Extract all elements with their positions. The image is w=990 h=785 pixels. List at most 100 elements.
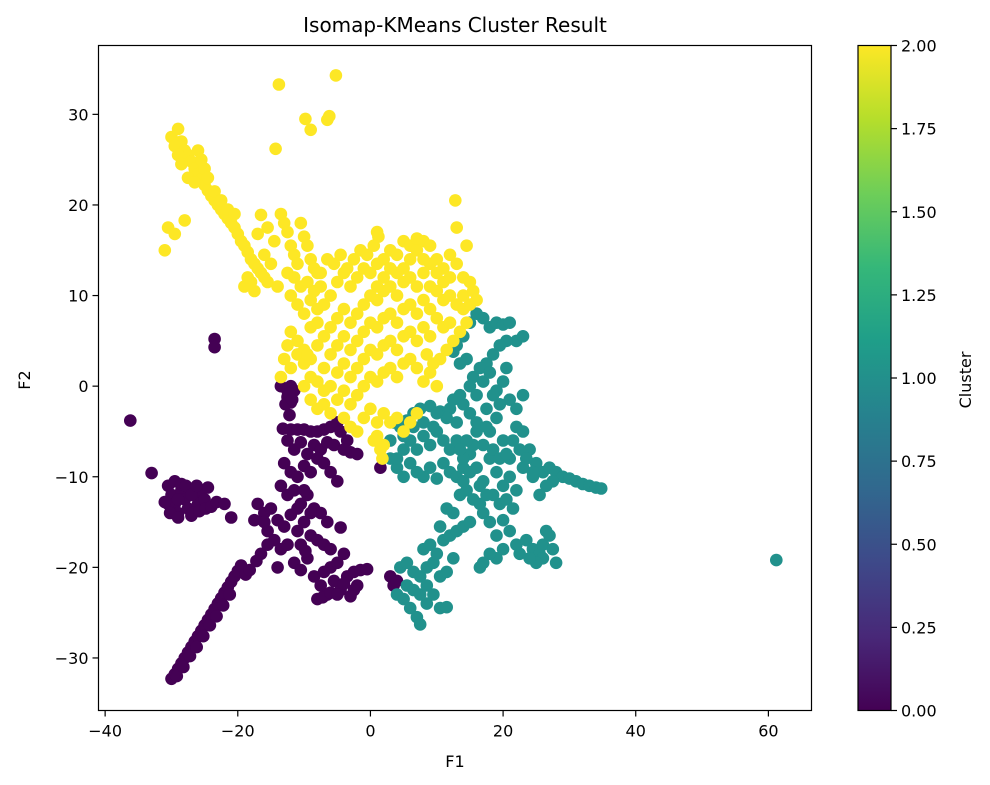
cluster-0-point	[124, 414, 137, 427]
cluster-2-point	[350, 425, 364, 438]
cluster-1-point	[480, 488, 493, 502]
cluster-0-point	[317, 456, 331, 470]
cluster-2-point	[360, 248, 374, 262]
cluster-0-point	[337, 443, 351, 456]
cluster-2-point	[410, 307, 424, 321]
cluster-0-point	[360, 562, 374, 576]
cluster-1-point	[430, 472, 444, 485]
cluster-0-point	[390, 574, 404, 588]
cluster-2-point	[460, 239, 473, 252]
cluster-2-point	[299, 112, 312, 126]
cluster-2-point	[403, 252, 417, 266]
cluster-1-point	[500, 361, 513, 375]
cluster-2-point	[423, 239, 437, 252]
cluster-1-point	[503, 316, 516, 330]
cluster-0-point	[304, 465, 318, 479]
x-axis: −40 −20 0 20 40 60	[88, 710, 779, 741]
points-layer	[124, 69, 783, 686]
cluster-2-point	[324, 348, 337, 361]
cluster-1-point	[413, 588, 427, 601]
colorbar-label: Cluster	[956, 351, 975, 408]
cluster-1-point	[397, 592, 410, 606]
cluster-2-point	[264, 257, 278, 271]
cluster-1-point	[430, 547, 444, 561]
cluster-2-point	[370, 280, 384, 293]
cluster-2-point	[350, 361, 364, 375]
cluster-2-point	[284, 289, 298, 302]
cluster-2-point	[417, 375, 430, 388]
cluster-2-point	[324, 379, 337, 393]
cluster-1-point	[513, 547, 526, 561]
cluster-0-point	[334, 521, 347, 534]
cluster-1-point	[430, 407, 444, 420]
cluster-1-point	[500, 493, 513, 506]
x-tick-label: 60	[758, 722, 778, 741]
cluster-0-point	[251, 497, 264, 511]
cluster-1-point	[496, 513, 510, 527]
x-axis-label: F1	[445, 752, 464, 771]
cluster-2-point	[331, 366, 344, 379]
cluster-2-point	[460, 316, 473, 330]
cluster-0-point	[158, 495, 172, 509]
cluster-2-point	[195, 153, 208, 166]
cluster-2-point	[390, 289, 404, 302]
cluster-0-point	[248, 513, 261, 527]
cluster-2-point	[344, 398, 357, 411]
cluster-2-point	[274, 370, 288, 384]
cluster-1-point	[490, 529, 503, 542]
cluster-1-point	[463, 465, 477, 479]
cluster-2-point	[301, 239, 314, 252]
cluster-1-point	[503, 393, 516, 407]
cluster-0-point	[285, 393, 299, 407]
cluster-2-point	[410, 244, 424, 257]
cluster-2-point	[423, 330, 437, 343]
cluster-0-point	[324, 465, 337, 479]
cluster-1-point	[453, 443, 467, 456]
colorbar-tick-label: 1.50	[901, 203, 937, 222]
cluster-2-point	[417, 321, 430, 334]
cluster-2-point	[304, 293, 318, 307]
cluster-0-point	[201, 481, 215, 494]
cluster-0-point	[264, 502, 278, 515]
cluster-1-point	[543, 529, 556, 542]
cluster-2-point	[291, 298, 304, 311]
cluster-2-point	[350, 271, 364, 284]
y-tick-label: 0	[78, 377, 88, 396]
cluster-0-point	[190, 479, 203, 493]
cluster-1-point	[463, 515, 477, 529]
cluster-2-point	[254, 208, 268, 222]
cluster-2-point	[324, 407, 337, 420]
cluster-1-point	[473, 479, 487, 493]
cluster-1-point	[460, 434, 473, 447]
cluster-1-point	[493, 398, 507, 411]
cluster-2-point	[410, 232, 424, 245]
cluster-2-point	[377, 407, 391, 420]
cluster-2-point	[357, 411, 371, 425]
cluster-2-point	[417, 266, 430, 280]
cluster-1-point	[440, 600, 454, 614]
x-tick-label: 20	[493, 722, 513, 741]
cluster-2-point	[272, 78, 286, 91]
cluster-1-point	[476, 311, 490, 325]
cluster-1-point	[546, 542, 560, 556]
cluster-1-point	[506, 434, 520, 447]
cluster-0-point	[321, 515, 334, 529]
cluster-2-point	[201, 171, 215, 185]
cluster-2-point	[370, 416, 384, 429]
cluster-0-point	[190, 640, 203, 654]
cluster-1-point	[470, 388, 483, 402]
cluster-2-point	[347, 252, 361, 266]
cluster-1-point	[390, 461, 404, 475]
cluster-1-point	[486, 348, 500, 361]
cluster-0-point	[297, 515, 311, 529]
y-tick-label: 10	[68, 287, 88, 306]
cluster-2-point	[450, 221, 464, 234]
cluster-2-point	[457, 289, 470, 302]
cluster-0-point	[327, 438, 341, 452]
cluster-2-point	[403, 416, 417, 429]
cluster-2-point	[291, 257, 304, 271]
cluster-2-point	[208, 185, 221, 198]
cluster-2-point	[417, 293, 430, 307]
cluster-1-point	[496, 479, 510, 493]
